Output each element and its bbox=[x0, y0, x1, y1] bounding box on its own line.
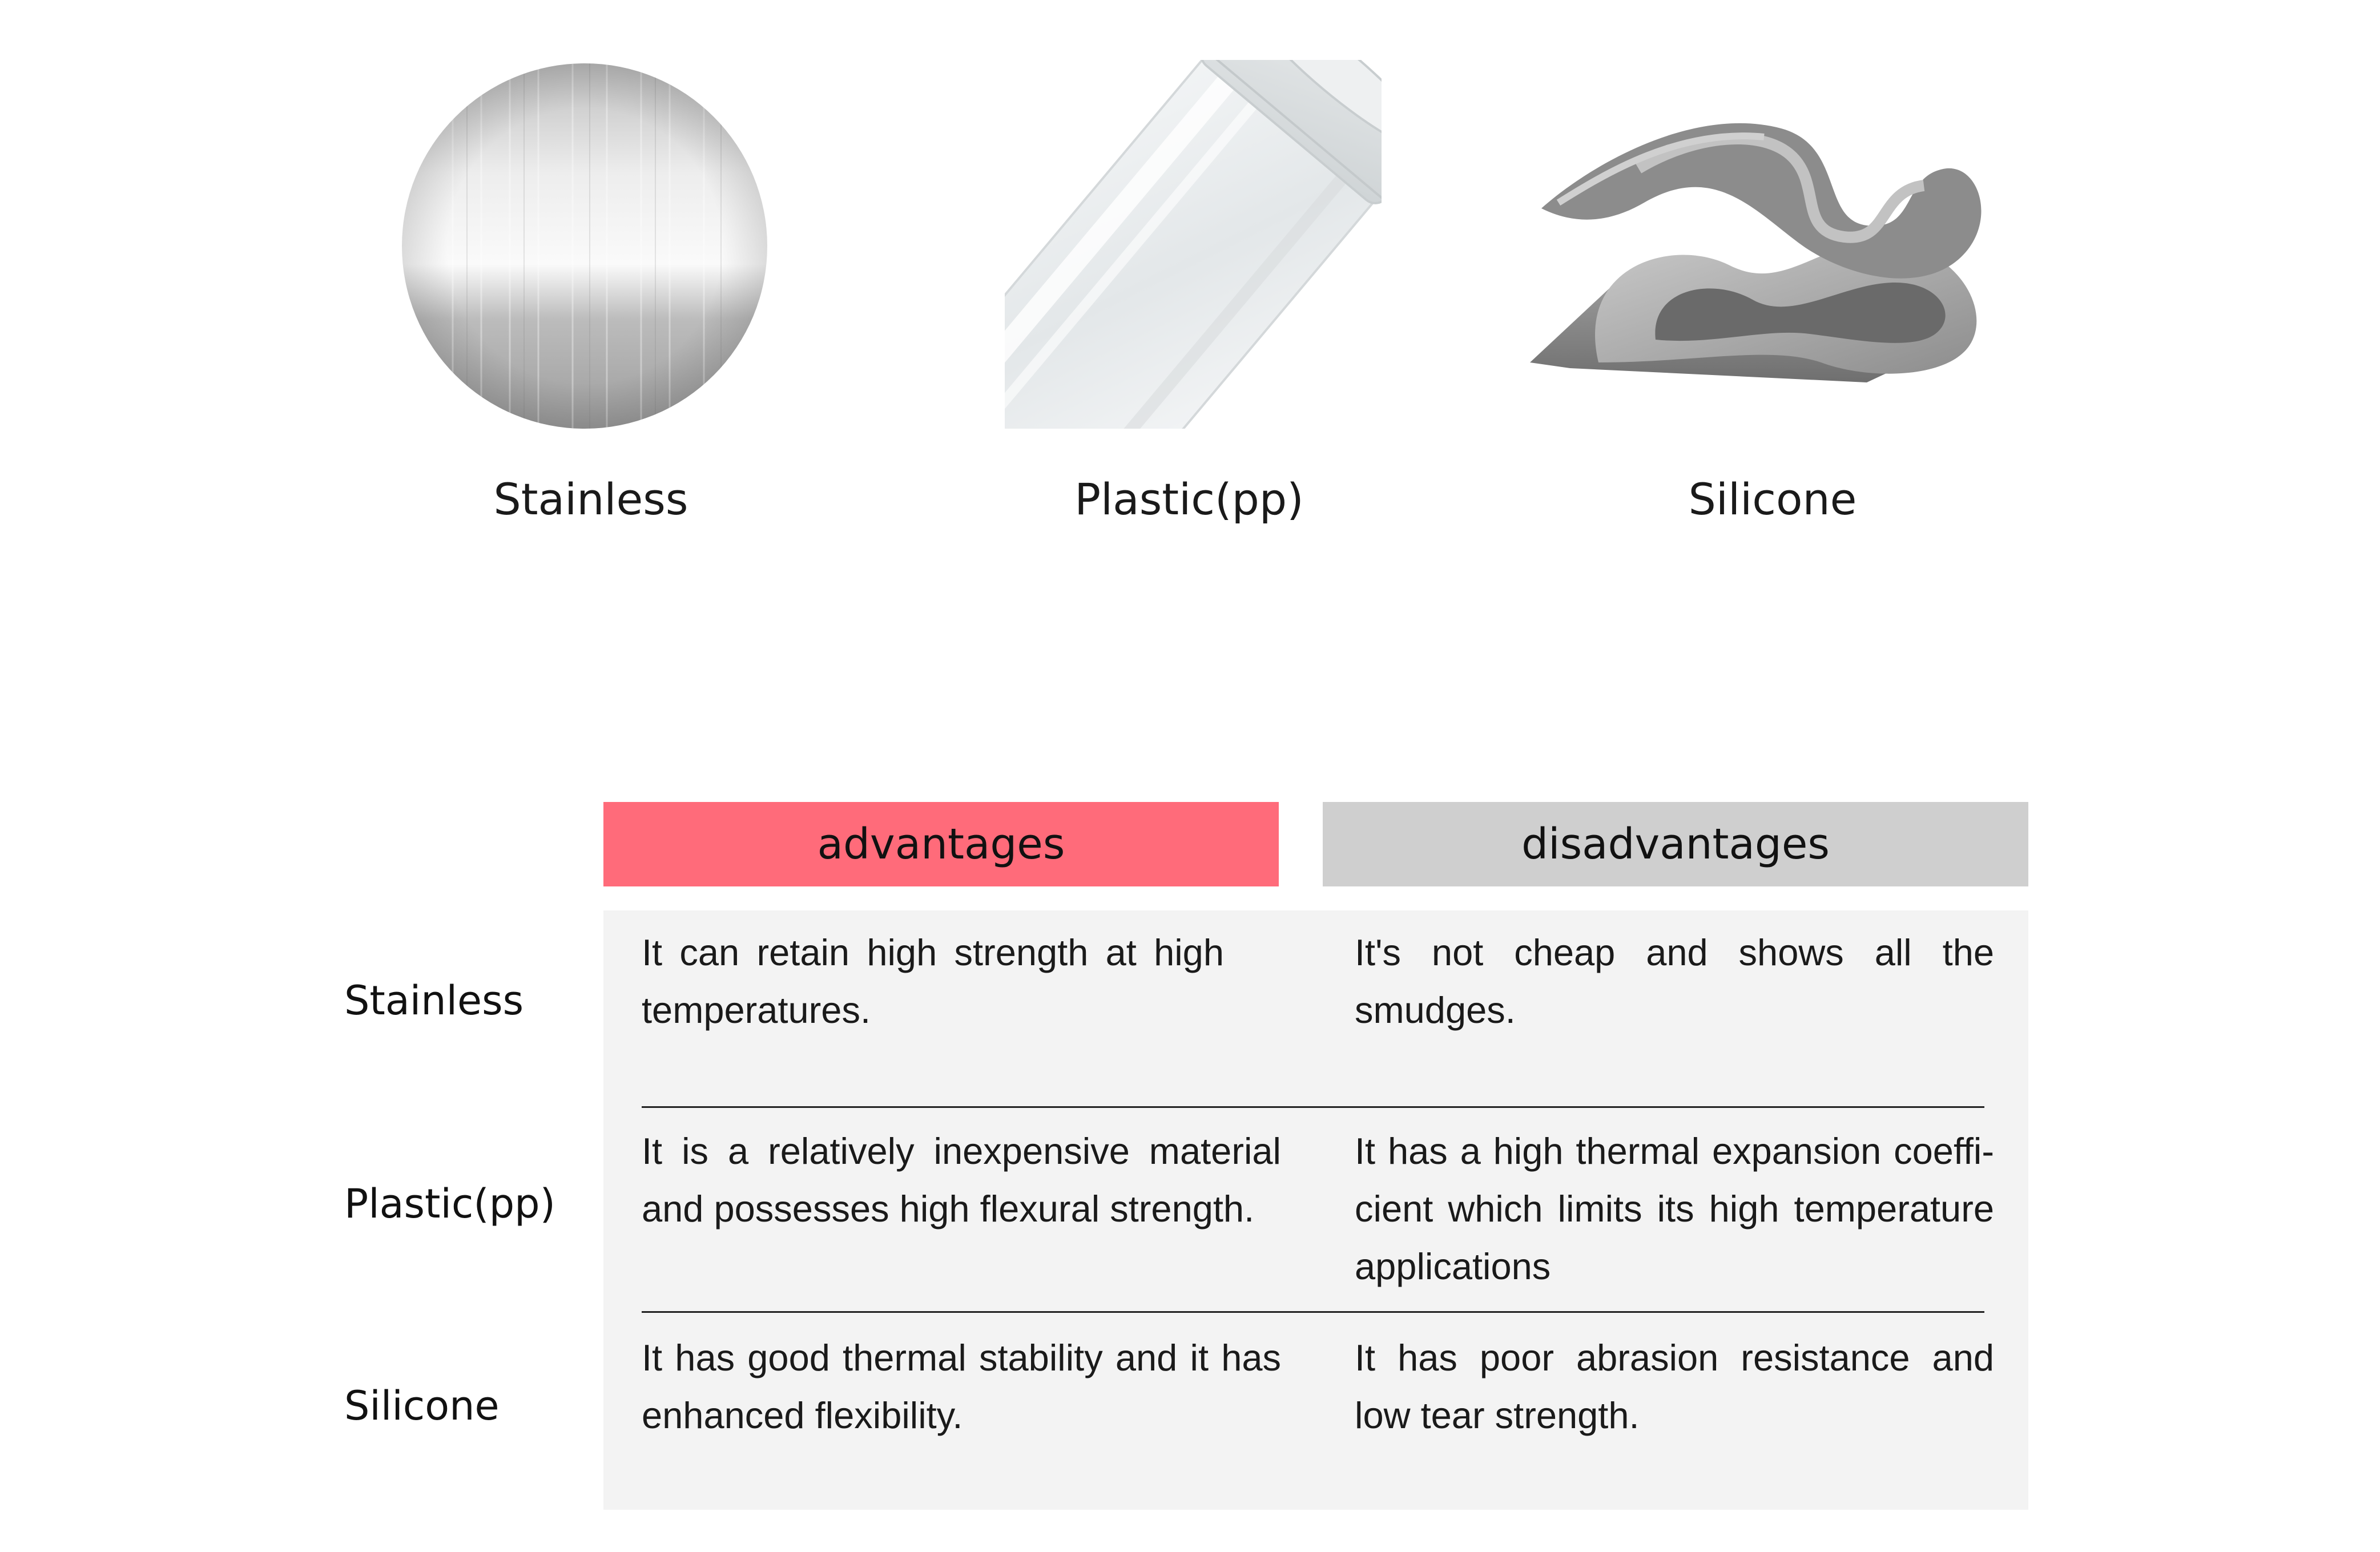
product-label-stainless: Stainless bbox=[493, 474, 688, 525]
silicone-sheet-icon bbox=[1530, 123, 1982, 382]
advantages-header: advantages bbox=[603, 802, 1279, 886]
row-label-plastic: Plastic(pp) bbox=[344, 1180, 555, 1227]
row-divider bbox=[642, 1106, 1984, 1108]
clear-plastic-tube-icon bbox=[1005, 60, 1382, 429]
plastic-advantages: It is a relatively inexpensive material … bbox=[642, 1130, 1281, 1229]
silicone-disadvantages: It has poor abrasion resistance and low … bbox=[1355, 1337, 1994, 1436]
stainless-advantages: It can retain high strength at high temp… bbox=[642, 932, 1224, 1031]
row-divider bbox=[642, 1311, 1984, 1313]
row-label-silicone: Silicone bbox=[344, 1382, 500, 1429]
product-label-silicone: Silicone bbox=[1688, 474, 1857, 525]
plastic-product bbox=[1005, 60, 1382, 431]
stainless-product bbox=[401, 63, 768, 429]
comparison-panel bbox=[603, 910, 2028, 1510]
silicone-advantages: It has good thermal stability and it has… bbox=[642, 1337, 1281, 1436]
disadvantages-header: disadvantages bbox=[1323, 802, 2028, 886]
brushed-steel-disc-icon bbox=[402, 63, 767, 429]
silicone-product bbox=[1524, 94, 1998, 397]
plastic-disadvantages: It has a high thermal expansion coeffi- … bbox=[1355, 1130, 1994, 1287]
product-label-plastic: Plastic(pp) bbox=[1074, 474, 1304, 525]
row-label-stainless: Stainless bbox=[344, 977, 524, 1024]
stainless-disadvantages: It's not cheap and shows all the smudges… bbox=[1355, 932, 1994, 1031]
